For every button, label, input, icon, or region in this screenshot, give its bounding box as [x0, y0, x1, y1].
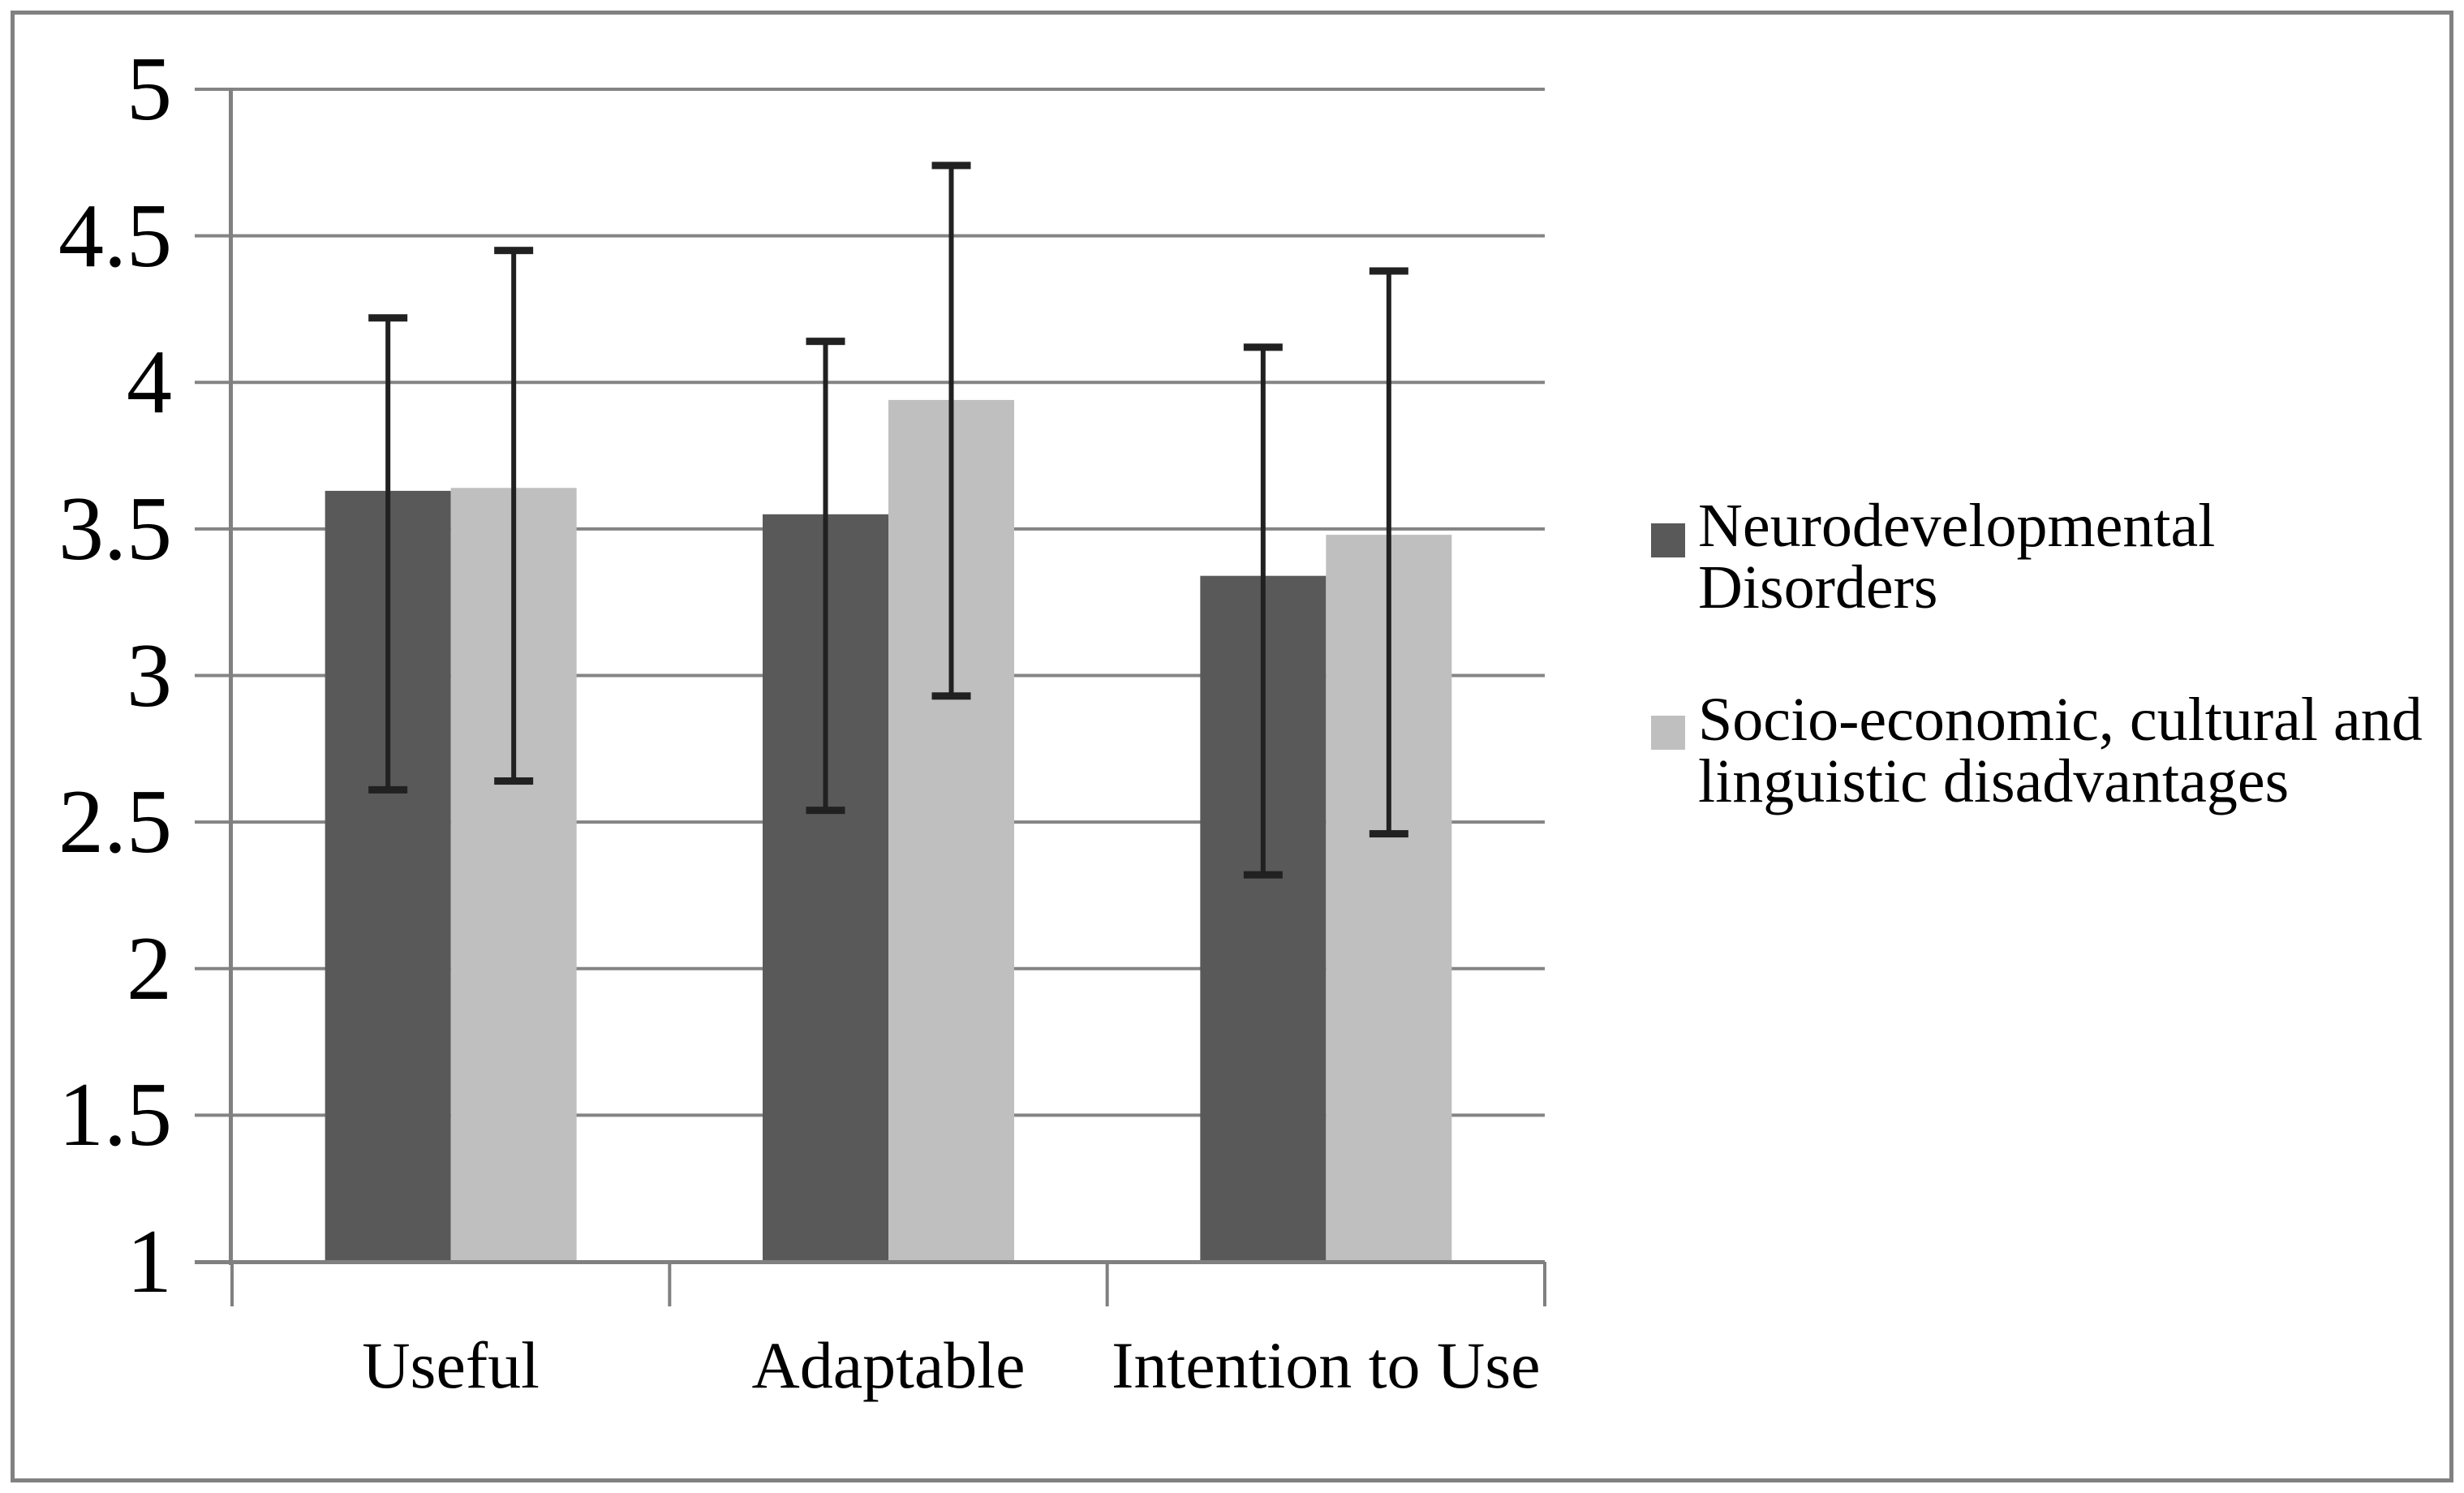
error-bar-dark-adaptable-stem — [823, 341, 828, 811]
y-tick-label-5: 5 — [127, 39, 172, 140]
error-bar-light-intention-to-use-cap-top — [1369, 267, 1408, 275]
error-bar-dark-intention-to-use-cap-top — [1243, 343, 1283, 351]
gridline — [195, 88, 1545, 91]
error-bar-light-intention-to-use-stem — [1386, 270, 1391, 834]
legend-swatch-light — [1651, 716, 1685, 750]
error-bar-dark-intention-to-use-cap-bottom — [1243, 871, 1283, 879]
error-bar-light-useful-cap-top — [494, 247, 534, 255]
legend-swatch-dark — [1651, 523, 1685, 557]
error-bar-light-useful-stem — [511, 250, 517, 781]
y-tick-label-4: 4 — [127, 332, 172, 433]
gridline — [195, 234, 1545, 238]
error-bar-dark-adaptable-cap-bottom — [806, 807, 845, 815]
error-bar-light-useful-cap-bottom — [494, 777, 534, 785]
x-axis-tick — [230, 1262, 234, 1306]
error-bar-light-adaptable-cap-top — [931, 161, 971, 170]
x-axis-tick — [1105, 1262, 1109, 1306]
error-bar-light-adaptable-stem — [948, 165, 954, 696]
y-tick-label-2: 2 — [127, 918, 172, 1019]
y-tick-label-3.5: 3.5 — [58, 478, 172, 579]
error-bar-dark-useful-cap-bottom — [368, 785, 408, 794]
y-tick-label-4.5: 4.5 — [58, 185, 172, 286]
y-tick-label-3: 3 — [127, 625, 172, 726]
error-bar-dark-useful-cap-top — [368, 314, 408, 322]
error-bar-light-adaptable-cap-bottom — [931, 692, 971, 700]
y-tick-label-2.5: 2.5 — [58, 772, 172, 873]
legend-label: Socio-economic, cultural and linguistic … — [1698, 686, 2423, 815]
gridline — [195, 381, 1545, 385]
category-label-intention-to-use: Intention to Use — [1112, 1328, 1541, 1402]
error-bar-dark-adaptable-cap-top — [806, 338, 845, 346]
error-bar-dark-intention-to-use-stem — [1260, 346, 1266, 876]
category-label-adaptable: Adaptable — [751, 1328, 1026, 1402]
y-tick-label-1: 1 — [127, 1211, 172, 1312]
legend-label: Neurodevelopmental Disorders — [1698, 492, 2216, 622]
y-tick-label-1.5: 1.5 — [58, 1065, 172, 1166]
category-label-useful: Useful — [362, 1328, 540, 1402]
x-axis-tick — [1543, 1262, 1546, 1306]
error-bar-light-intention-to-use-cap-bottom — [1369, 830, 1408, 838]
x-axis-line — [195, 1260, 1545, 1264]
y-axis-line — [229, 88, 233, 1265]
x-axis-tick — [668, 1262, 672, 1306]
error-bar-dark-useful-stem — [385, 317, 391, 790]
